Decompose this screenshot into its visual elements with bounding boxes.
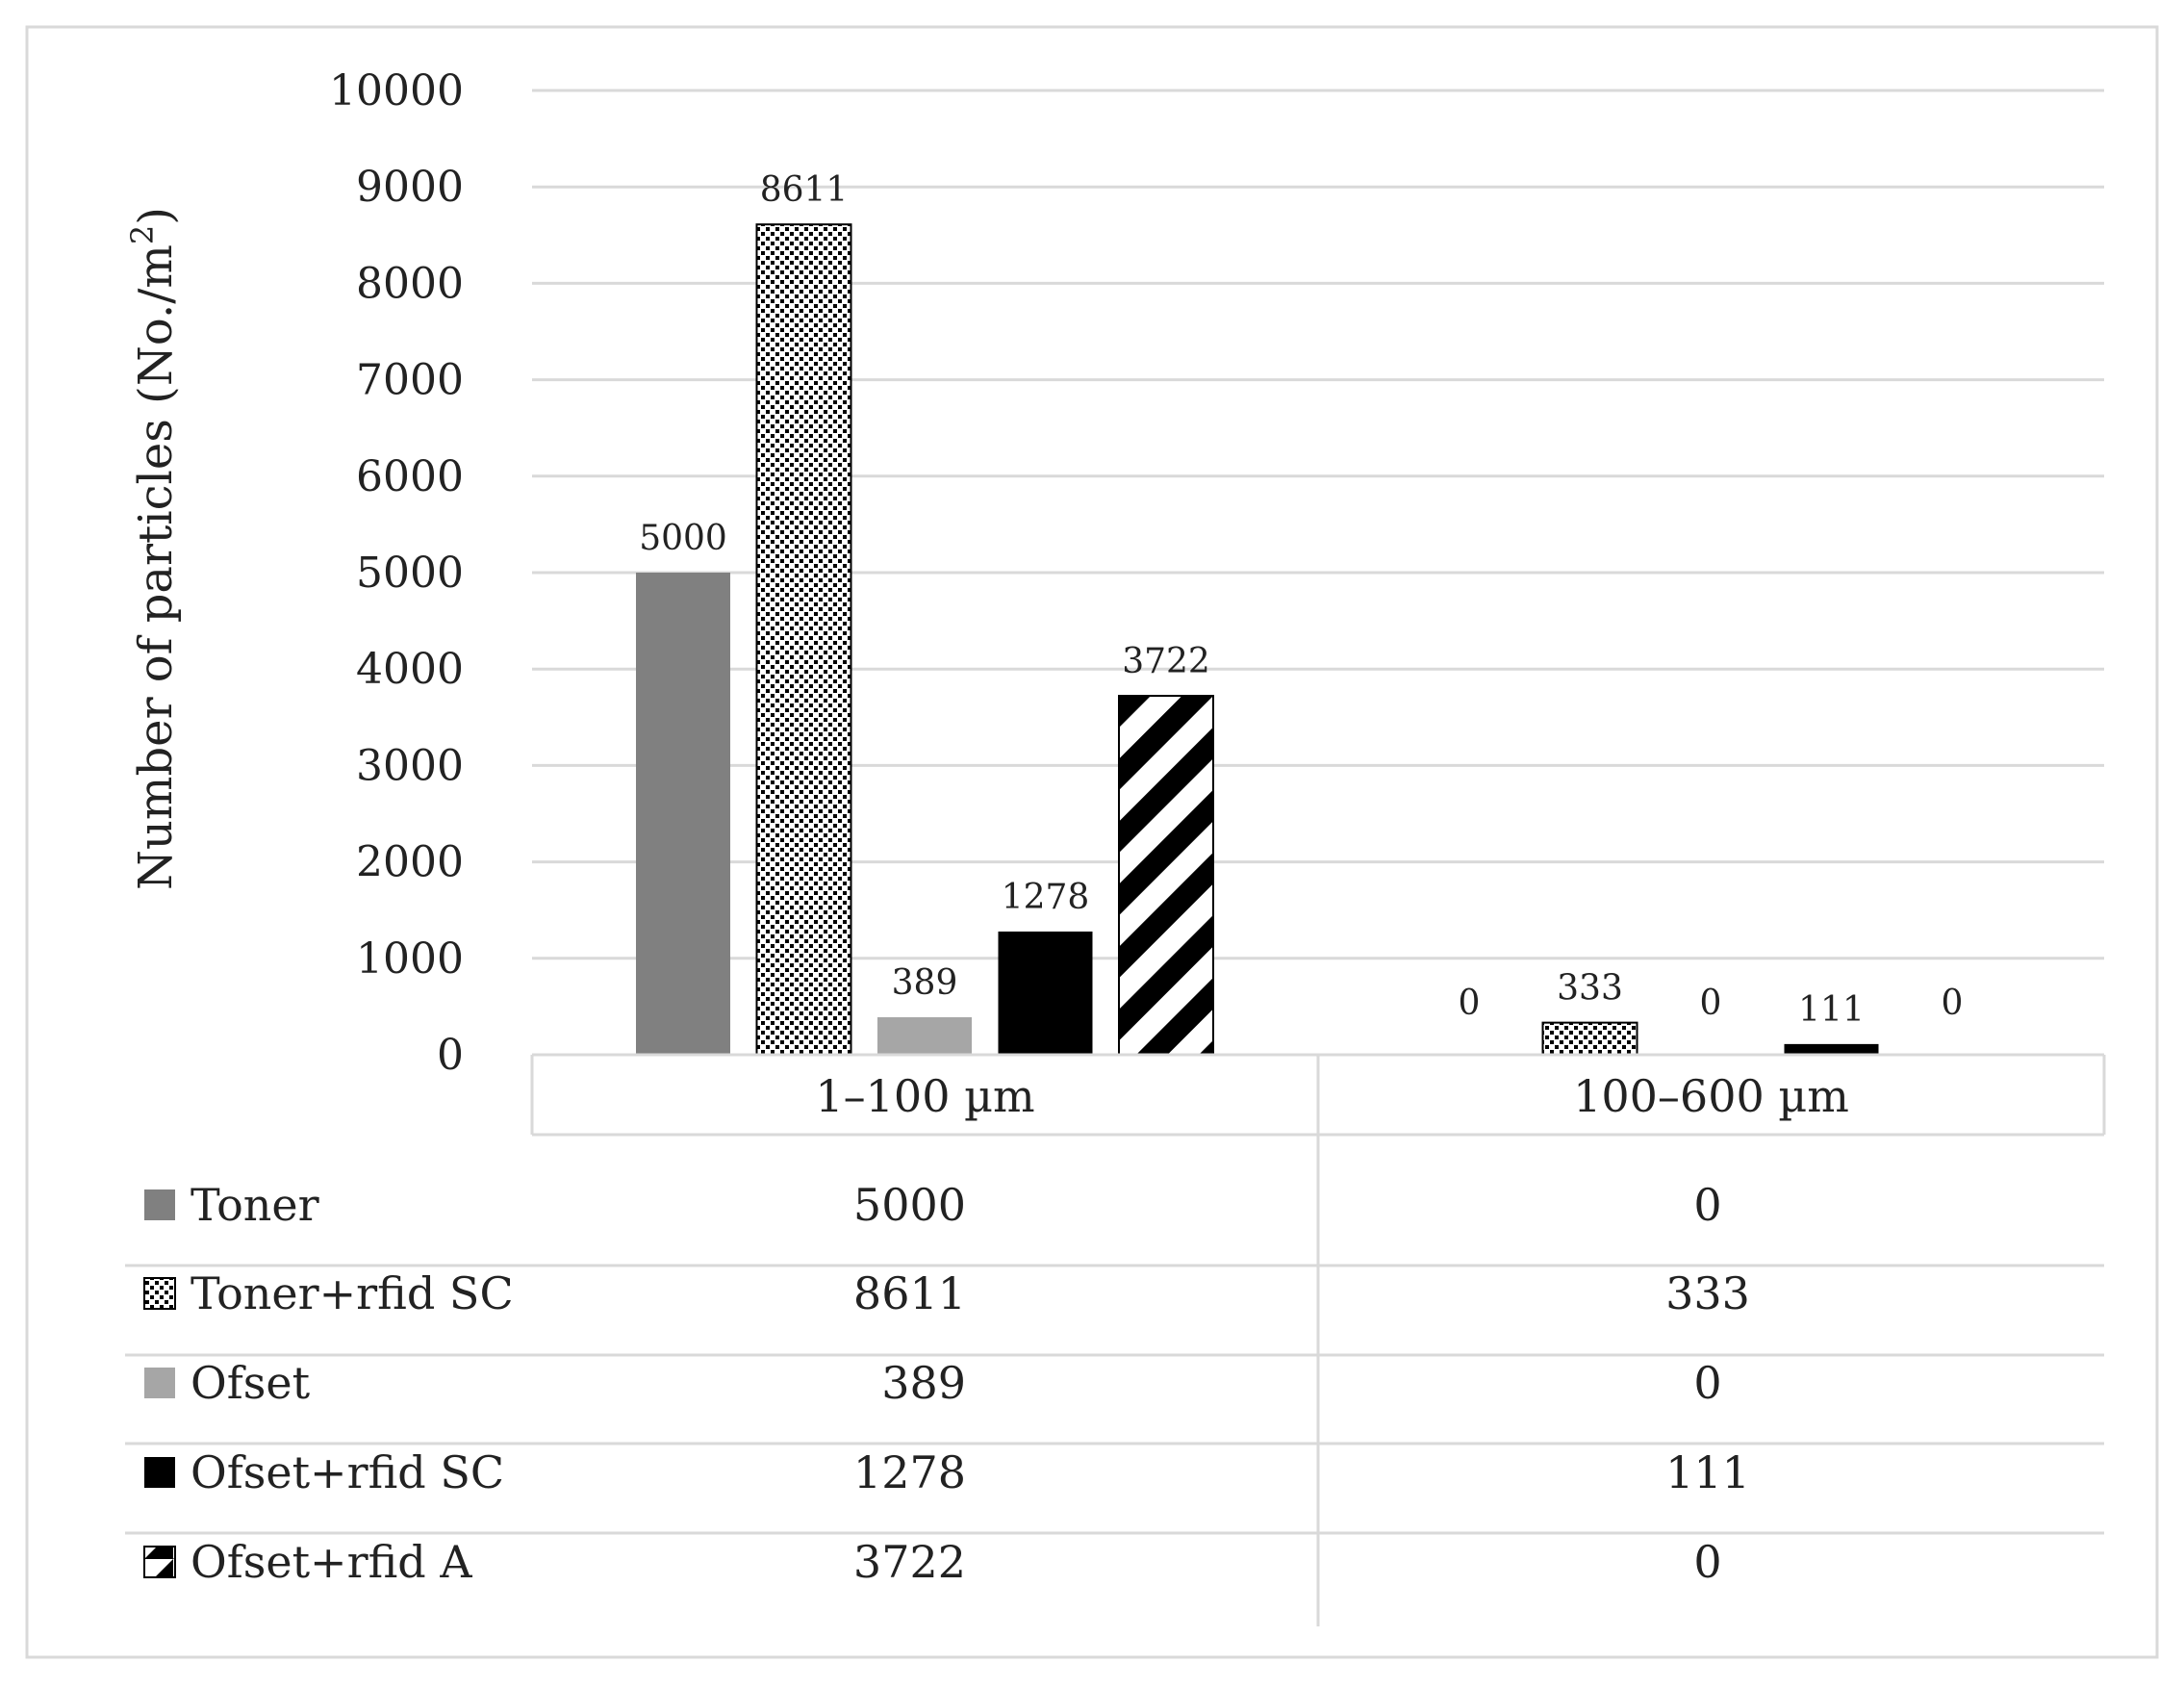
category-label: 1–100 µm bbox=[815, 1070, 1034, 1122]
data-label: 389 bbox=[892, 963, 958, 1003]
bars bbox=[636, 223, 1879, 1057]
data-label: 0 bbox=[1700, 984, 1722, 1023]
y-tick-label: 2000 bbox=[356, 838, 464, 887]
y-tick-label: 7000 bbox=[356, 356, 464, 405]
data-label: 5000 bbox=[639, 519, 727, 558]
table-cell: 3722 bbox=[853, 1536, 966, 1588]
data-label: 0 bbox=[1942, 984, 1964, 1023]
bar bbox=[1784, 1043, 1879, 1055]
y-tick-label: 8000 bbox=[356, 259, 464, 308]
table-cell: 333 bbox=[1665, 1267, 1750, 1319]
data-label: 333 bbox=[1557, 969, 1623, 1009]
data-label: 3722 bbox=[1122, 642, 1210, 681]
data-table: 1–100 µm 100–600 µm Toner 5000 0 Toner+rfid S… bbox=[125, 1053, 2106, 1626]
y-tick-label: 6000 bbox=[356, 452, 464, 501]
data-label: 0 bbox=[1459, 984, 1481, 1023]
data-label: 8611 bbox=[760, 170, 849, 210]
data-labels: 5000 8611 389 1278 3722 0 333 0 111 0 bbox=[639, 170, 1963, 1030]
legend-swatch bbox=[143, 1546, 176, 1578]
legend-series-name: Ofset bbox=[190, 1357, 311, 1409]
bar bbox=[636, 573, 730, 1055]
bar bbox=[755, 223, 852, 1056]
bar bbox=[1541, 1021, 1638, 1057]
legend-series-name: Ofset+rfid SC bbox=[190, 1446, 504, 1498]
category-label: 100–600 µm bbox=[1573, 1070, 1849, 1122]
table-cell: 0 bbox=[1693, 1179, 1721, 1231]
legend-series-name: Ofset+rfid A bbox=[190, 1536, 472, 1588]
y-axis-ticks: 0 1000 2000 3000 4000 5000 6000 7000 8000 9000 100… bbox=[329, 66, 464, 1080]
y-tick-label: 9000 bbox=[356, 163, 464, 212]
table-cell: 8611 bbox=[853, 1267, 966, 1319]
bar bbox=[998, 931, 1093, 1055]
chart-frame bbox=[25, 25, 2159, 1659]
legend-swatch bbox=[144, 1189, 175, 1220]
y-tick-label: 5000 bbox=[356, 549, 464, 598]
y-axis-label: Number of particles (No./m2) bbox=[124, 207, 183, 890]
bar bbox=[877, 1017, 972, 1055]
legend-swatch bbox=[144, 1368, 175, 1398]
bar bbox=[1118, 695, 1214, 1056]
y-tick-label: 4000 bbox=[356, 645, 464, 694]
table-cell: 0 bbox=[1693, 1536, 1721, 1588]
legend-series-name: Toner+rfid SC bbox=[190, 1267, 514, 1319]
y-tick-label: 3000 bbox=[356, 741, 464, 790]
table-cell: 1278 bbox=[853, 1446, 966, 1498]
table-cell: 389 bbox=[881, 1357, 966, 1409]
table-cell: 111 bbox=[1665, 1446, 1750, 1498]
y-tick-label: 10000 bbox=[329, 66, 464, 115]
table-cell: 0 bbox=[1693, 1357, 1721, 1409]
data-label: 1278 bbox=[1002, 878, 1090, 917]
data-label: 111 bbox=[1798, 990, 1865, 1030]
legend-swatch bbox=[143, 1277, 176, 1310]
y-tick-label: 0 bbox=[437, 1031, 464, 1080]
legend-swatch bbox=[144, 1457, 175, 1488]
table-cell: 5000 bbox=[853, 1179, 966, 1231]
legend-series-name: Toner bbox=[190, 1179, 319, 1231]
y-tick-label: 1000 bbox=[356, 934, 464, 984]
